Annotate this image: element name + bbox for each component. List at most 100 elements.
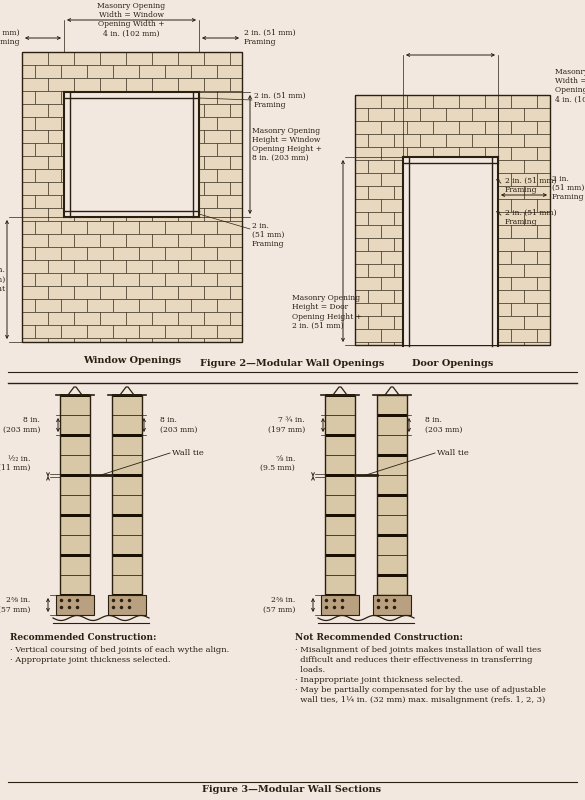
Bar — [74, 130, 100, 143]
Text: Wall tie: Wall tie — [172, 449, 204, 457]
Bar — [191, 143, 217, 156]
Bar — [420, 316, 446, 329]
Text: 2 in. (51 mm)
Framing: 2 in. (51 mm) Framing — [254, 91, 305, 109]
Bar — [22, 104, 48, 117]
Bar — [165, 247, 191, 260]
Bar — [126, 312, 152, 325]
Bar — [485, 251, 511, 264]
Bar — [204, 338, 230, 342]
Bar — [420, 108, 446, 121]
Bar — [420, 238, 446, 251]
Bar — [204, 104, 230, 117]
Bar — [377, 414, 407, 417]
Bar — [112, 575, 142, 595]
Bar — [325, 475, 355, 495]
Bar — [459, 147, 485, 160]
Bar — [60, 435, 90, 455]
Bar — [61, 273, 87, 286]
Bar — [472, 290, 498, 303]
Bar — [74, 208, 100, 221]
Bar — [48, 52, 74, 65]
Bar — [191, 195, 217, 208]
Bar — [139, 273, 165, 286]
Text: Masonry Opening
Height = Window
Opening Height +
8 in. (203 mm): Masonry Opening Height = Window Opening … — [252, 126, 322, 162]
Bar — [377, 395, 407, 415]
Bar — [485, 199, 511, 212]
Bar — [459, 173, 485, 186]
Bar — [152, 338, 178, 342]
Bar — [126, 286, 152, 299]
Bar — [355, 95, 381, 108]
Bar — [394, 342, 420, 345]
Bar — [355, 160, 368, 173]
Bar — [377, 555, 407, 575]
Bar — [48, 104, 74, 117]
Bar — [60, 395, 90, 595]
Bar — [381, 199, 407, 212]
Bar — [100, 78, 126, 91]
Bar — [61, 325, 87, 338]
Bar — [377, 395, 407, 595]
Bar — [139, 195, 165, 208]
Bar — [112, 515, 142, 535]
Bar — [394, 238, 420, 251]
Bar — [498, 160, 524, 173]
Text: 8 in.
(203 mm): 8 in. (203 mm) — [160, 416, 197, 434]
Bar — [394, 264, 420, 277]
Bar — [165, 65, 191, 78]
Bar — [537, 251, 550, 264]
Bar — [485, 121, 511, 134]
Bar — [48, 130, 74, 143]
Bar — [126, 234, 152, 247]
Bar — [152, 312, 178, 325]
Bar — [394, 186, 420, 199]
Bar — [217, 117, 242, 130]
Bar — [60, 394, 90, 397]
Bar — [139, 65, 165, 78]
Bar — [22, 117, 35, 130]
Bar — [112, 555, 142, 575]
Bar — [217, 195, 242, 208]
Bar — [112, 514, 142, 517]
Bar — [230, 338, 242, 342]
Bar — [472, 108, 498, 121]
Bar — [355, 95, 550, 345]
Bar — [48, 182, 74, 195]
Bar — [60, 594, 90, 597]
Text: · May be partially compensated for by the use of adjustable: · May be partially compensated for by th… — [295, 686, 546, 694]
Bar — [61, 299, 87, 312]
Bar — [355, 121, 381, 134]
Bar — [204, 208, 230, 221]
Bar — [113, 91, 139, 104]
Bar — [407, 95, 433, 108]
Bar — [35, 65, 61, 78]
Bar — [191, 273, 217, 286]
Bar — [377, 575, 407, 595]
Bar — [74, 260, 100, 273]
Bar — [61, 117, 87, 130]
Bar — [355, 212, 368, 225]
Bar — [126, 338, 152, 342]
Bar — [368, 342, 394, 345]
Bar — [35, 221, 61, 234]
Bar — [217, 299, 242, 312]
Bar — [355, 147, 381, 160]
Bar — [22, 195, 35, 208]
Bar — [60, 395, 90, 415]
Bar — [139, 325, 165, 338]
Bar — [368, 212, 394, 225]
Bar — [381, 251, 407, 264]
Bar — [511, 225, 537, 238]
Bar — [524, 342, 550, 345]
Text: Recommended Construction:: Recommended Construction: — [10, 633, 157, 642]
Bar — [152, 156, 178, 169]
Bar — [433, 95, 459, 108]
Bar — [498, 134, 524, 147]
Bar — [355, 303, 381, 316]
Bar — [22, 234, 48, 247]
Bar — [178, 78, 204, 91]
Bar — [178, 104, 204, 117]
Bar — [511, 199, 537, 212]
Bar — [377, 494, 407, 497]
Bar — [126, 182, 152, 195]
